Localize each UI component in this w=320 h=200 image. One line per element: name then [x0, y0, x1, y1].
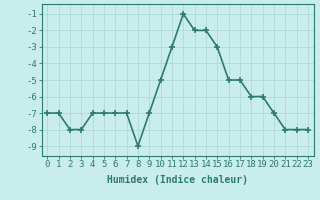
X-axis label: Humidex (Indice chaleur): Humidex (Indice chaleur) — [107, 175, 248, 185]
